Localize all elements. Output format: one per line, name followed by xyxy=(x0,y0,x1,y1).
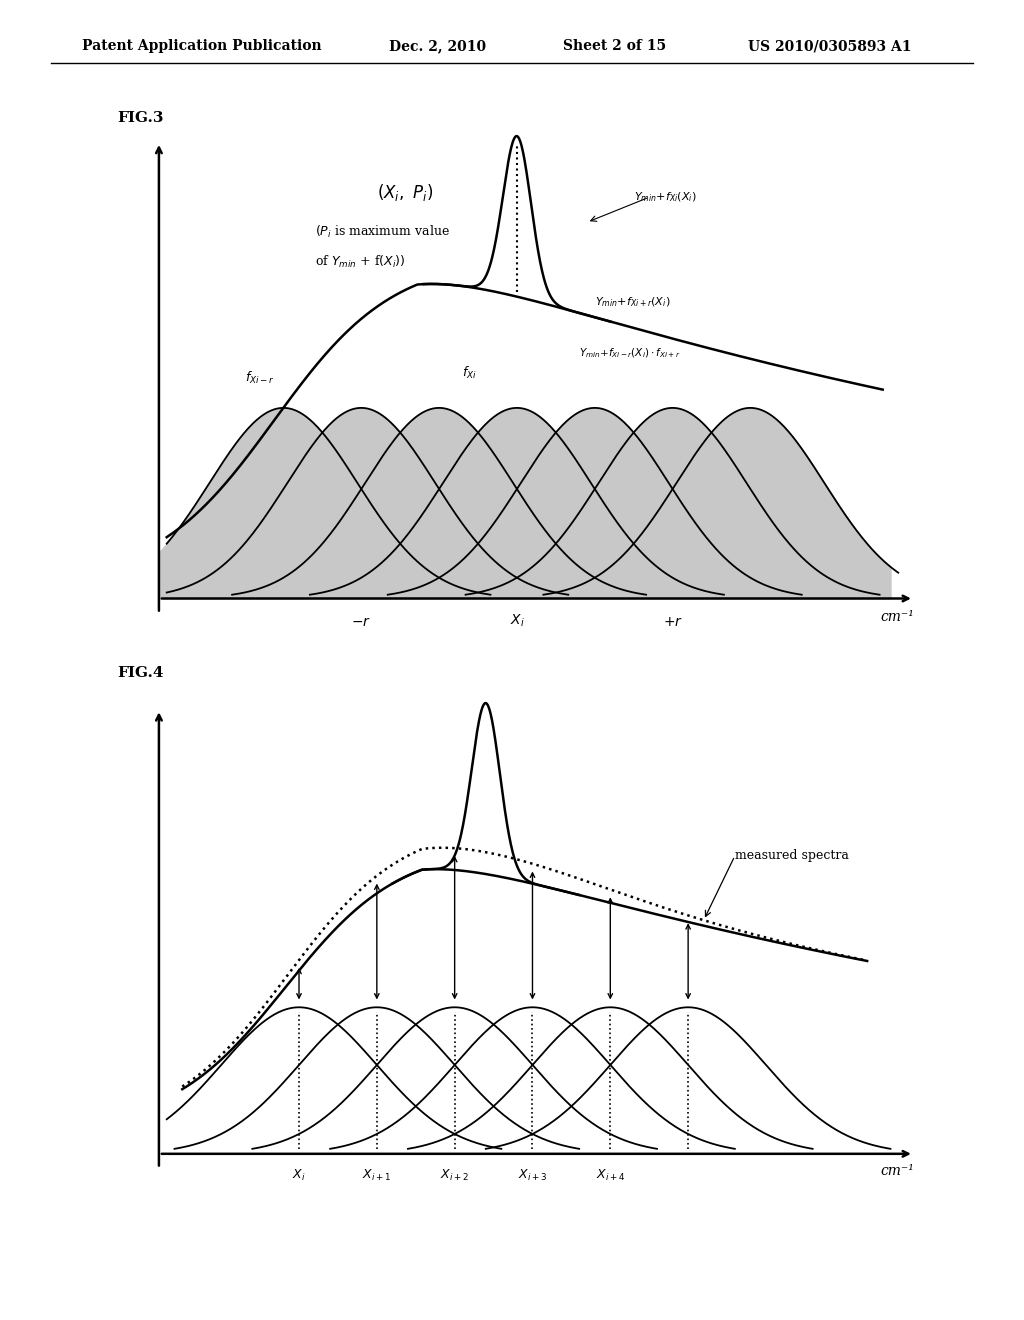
Text: $X_{i+2}$: $X_{i+2}$ xyxy=(440,1168,469,1183)
Text: Dec. 2, 2010: Dec. 2, 2010 xyxy=(389,40,486,53)
Text: $-r$: $-r$ xyxy=(351,615,372,628)
Text: $X_i$: $X_i$ xyxy=(510,612,524,628)
Text: of $Y_{min}$ + f$(X_i))$: of $Y_{min}$ + f$(X_i))$ xyxy=(314,255,406,271)
Text: $X_{i+1}$: $X_{i+1}$ xyxy=(362,1168,391,1183)
Text: cm⁻¹: cm⁻¹ xyxy=(880,1164,913,1179)
Text: FIG.4: FIG.4 xyxy=(118,665,164,680)
Text: US 2010/0305893 A1: US 2010/0305893 A1 xyxy=(748,40,911,53)
Text: $Y_{min}$+$f_{Xi}(X_i)$: $Y_{min}$+$f_{Xi}(X_i)$ xyxy=(634,190,696,205)
Text: $+r$: $+r$ xyxy=(663,615,683,628)
Text: cm⁻¹: cm⁻¹ xyxy=(880,610,913,623)
Text: $f_{Xi}$: $f_{Xi}$ xyxy=(463,364,477,380)
Text: $X_i$: $X_i$ xyxy=(292,1168,306,1183)
Text: $X_{i+3}$: $X_{i+3}$ xyxy=(518,1168,547,1183)
Text: $(P_i$ is maximum value: $(P_i$ is maximum value xyxy=(314,224,450,240)
Text: Sheet 2 of 15: Sheet 2 of 15 xyxy=(563,40,667,53)
Text: $f_{Xi-r}$: $f_{Xi-r}$ xyxy=(245,370,274,385)
Text: measured spectra: measured spectra xyxy=(735,849,849,862)
Text: FIG.3: FIG.3 xyxy=(118,111,164,125)
Text: $Y_{min}$+$f_{Xi+r}(X_i)$: $Y_{min}$+$f_{Xi+r}(X_i)$ xyxy=(595,296,670,309)
Text: $Y_{min}$+$f_{Xi-r}(X_i)\cdot f_{Xi+r}$: $Y_{min}$+$f_{Xi-r}(X_i)\cdot f_{Xi+r}$ xyxy=(580,346,681,359)
Text: $X_{i+4}$: $X_{i+4}$ xyxy=(596,1168,625,1183)
Text: Patent Application Publication: Patent Application Publication xyxy=(82,40,322,53)
Text: $(X_i,\ P_i)$: $(X_i,\ P_i)$ xyxy=(377,182,433,203)
